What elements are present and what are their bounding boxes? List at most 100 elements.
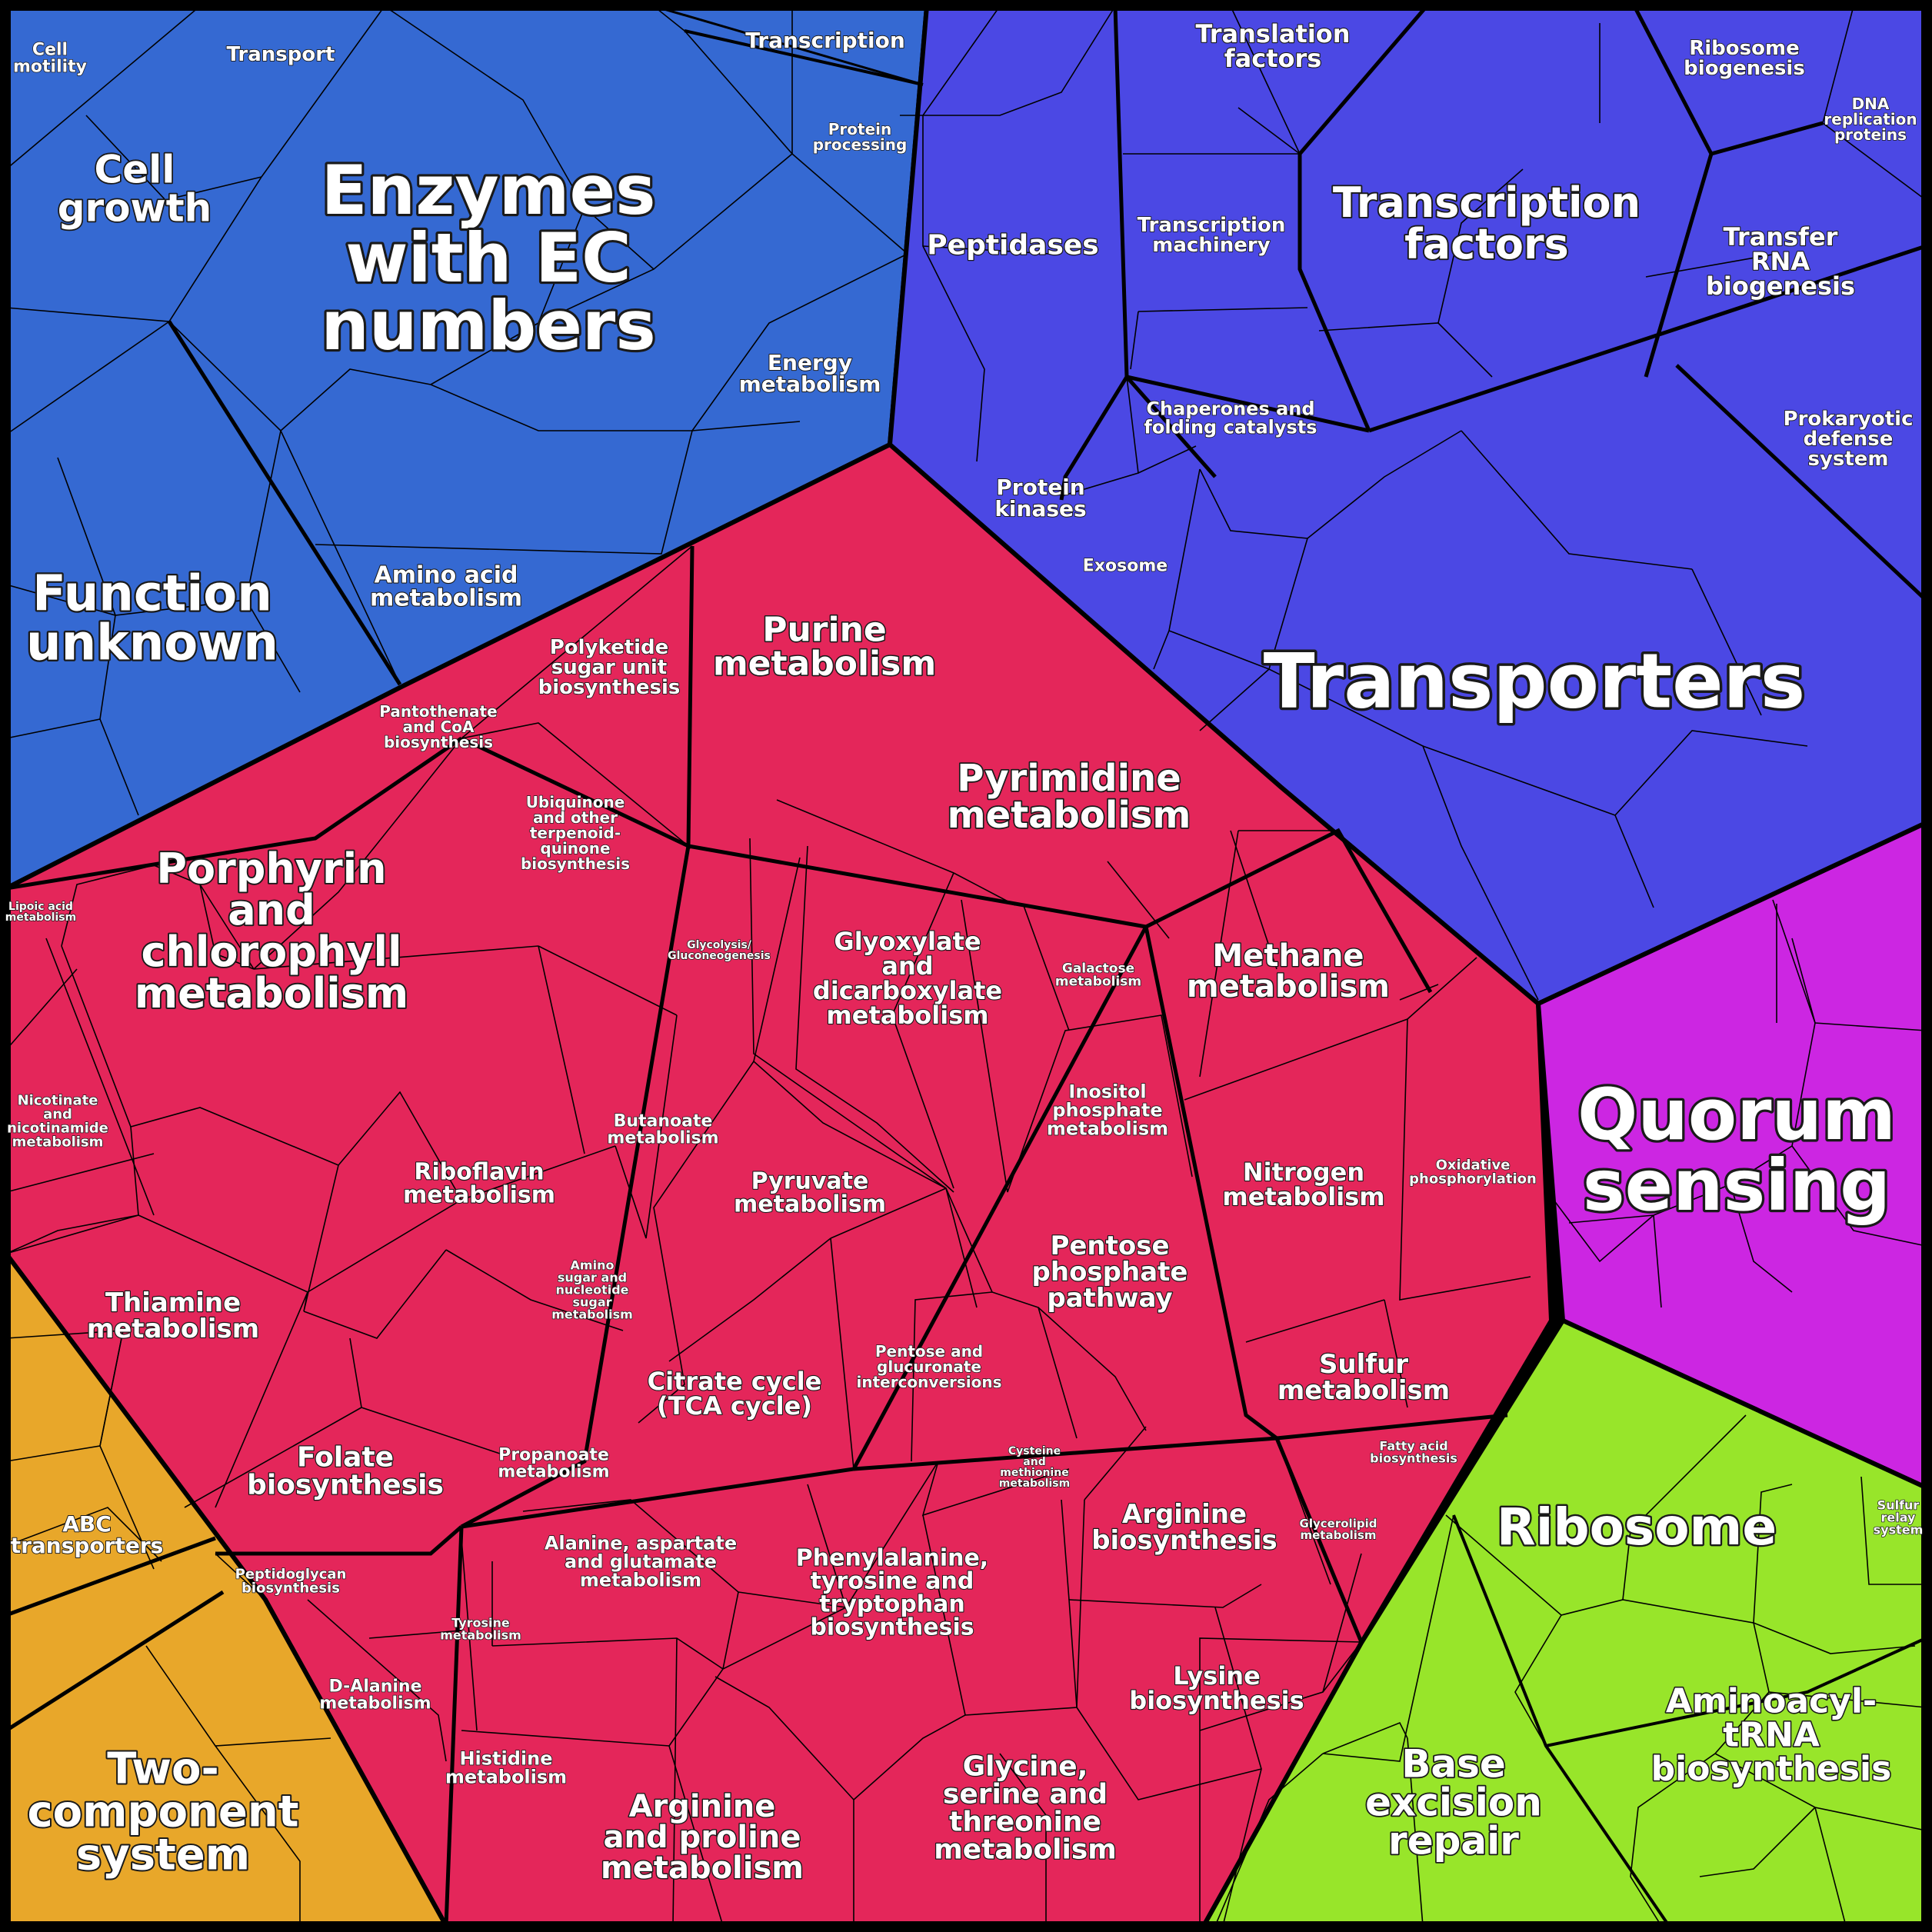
label-line: glucuronate <box>877 1357 981 1376</box>
cell-edge <box>1068 1584 1262 1708</box>
label-glycerolipid: Glycerolipid metabolism <box>1300 1517 1377 1542</box>
cell-edge <box>460 845 691 1529</box>
cell-edge <box>303 1249 447 1339</box>
cell-edge <box>1214 1753 1324 1927</box>
label-nicotinate: Nicotinate and nicotinamide metabolism <box>7 1092 108 1150</box>
label-line: ABC <box>62 1511 112 1537</box>
label-line: biosynthesis <box>1370 1451 1457 1466</box>
label-line: Fatty acid <box>1379 1439 1447 1454</box>
label-pyrimidine-metabolism: Pyrimidine metabolism <box>948 757 1191 837</box>
label-line: metabolism <box>319 1694 431 1714</box>
label-ribosome-biogenesis: Ribosome biogenesis <box>1684 37 1805 80</box>
cell-edge <box>253 945 539 970</box>
cell-edge <box>1691 568 1762 716</box>
label-line: Cell <box>95 148 175 192</box>
cell-edge <box>691 253 908 431</box>
cell-edge <box>830 1188 947 1239</box>
label-line: metabolism <box>135 969 408 1018</box>
cell-edge <box>1107 861 1170 939</box>
cell-edge <box>5 1590 225 1733</box>
cell-edge <box>1445 1484 1793 1624</box>
cell-edge <box>5 5 201 170</box>
label-line: Sulfur <box>1319 1349 1408 1380</box>
cell-edge <box>1322 1514 1454 1762</box>
label-line: nucleotide <box>555 1283 628 1297</box>
label-line: biosynthesis <box>521 854 630 873</box>
cell-edge <box>1710 121 1824 156</box>
label-thiamine: Thiamine metabolism <box>87 1287 259 1344</box>
label-line: Methane <box>1212 938 1364 974</box>
label-line: Thiamine <box>105 1287 241 1318</box>
cell-edge <box>5 718 139 816</box>
label-line: Pentose and <box>875 1342 983 1361</box>
label-line: sensing <box>1583 1144 1890 1227</box>
label-cell-growth: Cell growth <box>58 148 212 231</box>
label-abc-transporters: ABC transporters <box>11 1511 164 1558</box>
label-line: sugar unit <box>551 656 667 679</box>
label-line: relay <box>1881 1511 1917 1525</box>
sub-cells <box>5 5 1927 1927</box>
label-line: metabolism <box>87 1314 259 1344</box>
cell-edge <box>1061 1499 1070 1601</box>
label-line: Phenylalanine, <box>796 1545 988 1572</box>
label-line: pathway <box>1047 1283 1172 1314</box>
cell-edge <box>1076 1707 1262 1800</box>
label-histidine: Histidine metabolism <box>445 1747 567 1787</box>
label-line: and glutamate <box>565 1551 717 1572</box>
label-line: and <box>228 886 315 934</box>
label-line: metabolism <box>370 585 522 612</box>
label-line: metabolism <box>5 911 76 924</box>
label-lysine: Lysine biosynthesis <box>1129 1661 1304 1715</box>
cell-edge <box>1113 5 1129 378</box>
cell-edge <box>668 1237 831 1362</box>
label-line: and proline <box>604 1820 801 1855</box>
label-line: biosynthesis <box>538 676 681 699</box>
cell-edge <box>461 1730 670 1747</box>
cell-edge <box>688 844 1147 929</box>
cell-edge <box>653 5 924 86</box>
cell-edge <box>167 320 402 686</box>
cell-edge <box>1307 430 1462 539</box>
cell-edge <box>1130 311 1139 370</box>
cell-edge <box>1730 1184 1793 1293</box>
cell-edge <box>307 1599 447 1762</box>
label-line: factors <box>1224 44 1322 73</box>
label-ribosome: Ribosome <box>1497 1497 1777 1557</box>
label-d-alanine: D-Alanine metabolism <box>319 1677 431 1714</box>
label-line: growth <box>58 186 212 231</box>
label-line: methionine <box>1000 1467 1068 1479</box>
cell-edge <box>715 1676 854 1800</box>
label-line: metabolism <box>1301 1528 1377 1542</box>
label-line: Galactose <box>1062 961 1134 976</box>
label-line: Polyketide <box>550 636 669 659</box>
cell-edge <box>5 1507 162 1562</box>
label-line: metabolism <box>601 1850 804 1886</box>
label-line: serine and <box>943 1779 1108 1810</box>
label-nitrogen: Nitrogen metabolism <box>1222 1158 1384 1211</box>
cell-edge <box>538 945 585 1154</box>
cell-edge <box>615 1014 678 1239</box>
label-line: Pantothenate <box>379 702 497 721</box>
label-line: Pyruvate <box>751 1168 869 1195</box>
label-line: Sulfur <box>1877 1498 1920 1513</box>
cell-edge <box>5 736 463 891</box>
cell-edge <box>1022 903 1070 1031</box>
cell-edge <box>1399 1018 1531 1301</box>
label-methane-metabolism: Methane metabolism <box>1187 938 1390 1004</box>
label-line: biosynthesis <box>810 1614 974 1641</box>
label-line: metabolism <box>607 1129 718 1148</box>
cell-edge <box>1126 375 1370 433</box>
label-line: metabolism <box>1222 1182 1384 1211</box>
label-line: metabolism <box>934 1834 1117 1866</box>
cell-edge <box>1168 630 1270 670</box>
cell-edge <box>911 1291 993 1462</box>
label-sulfur-metabolism: Sulfur metabolism <box>1277 1349 1450 1406</box>
cell-edge <box>1138 307 1308 312</box>
cell-edge <box>130 1126 139 1216</box>
cell-edge <box>1322 1721 1408 1754</box>
label-line: Transporters <box>1264 638 1805 725</box>
label-line: Transport <box>227 43 335 66</box>
label-line: Tyrosine <box>451 1616 510 1631</box>
cell-edge <box>830 1237 854 1470</box>
